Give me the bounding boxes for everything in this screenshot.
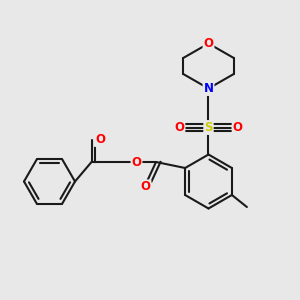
Text: N: N [203,82,214,95]
Text: S: S [204,121,213,134]
Text: O: O [131,155,142,169]
Text: O: O [232,121,243,134]
Text: O: O [95,133,105,146]
Text: O: O [140,180,151,194]
Text: O: O [203,37,214,50]
Text: O: O [174,121,184,134]
